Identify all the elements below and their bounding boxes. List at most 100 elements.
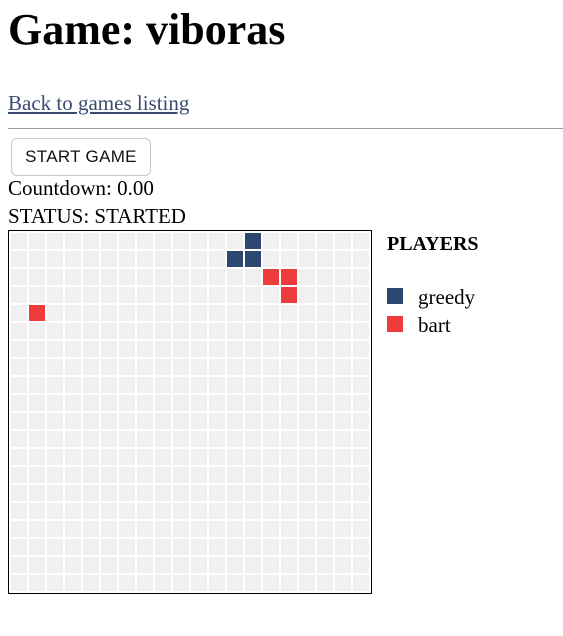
board-cell <box>191 251 207 267</box>
board-cell <box>353 251 369 267</box>
board-cell <box>281 377 297 393</box>
board-cell <box>209 539 225 555</box>
board-cell <box>65 233 81 249</box>
board-cell <box>11 269 27 285</box>
board-cell <box>353 449 369 465</box>
board-cell <box>29 251 45 267</box>
board-cell <box>155 503 171 519</box>
board-cell <box>299 233 315 249</box>
board-cell <box>209 287 225 303</box>
board-cell <box>281 341 297 357</box>
board-cell <box>47 395 63 411</box>
board-cell <box>299 251 315 267</box>
board-cell <box>173 395 189 411</box>
board-cell <box>83 431 99 447</box>
board-cell <box>209 485 225 501</box>
board-cell <box>227 539 243 555</box>
board-cell <box>245 305 261 321</box>
board-cell <box>209 431 225 447</box>
board-cell <box>173 251 189 267</box>
back-to-games-link[interactable]: Back to games listing <box>8 91 190 115</box>
board-cell <box>29 503 45 519</box>
board-cell <box>119 287 135 303</box>
board-cell <box>335 485 351 501</box>
board-cell <box>209 557 225 573</box>
board-cell <box>119 503 135 519</box>
player-name: bart <box>418 313 451 337</box>
board-cell <box>11 305 27 321</box>
board-cell <box>11 251 27 267</box>
board-cell <box>281 467 297 483</box>
board-cell <box>29 323 45 339</box>
board-cell <box>155 431 171 447</box>
board-cell <box>209 251 225 267</box>
board-cell <box>101 287 117 303</box>
board-cell <box>263 305 279 321</box>
board-cell <box>137 377 153 393</box>
board-cell <box>47 575 63 591</box>
board-cell <box>83 485 99 501</box>
board-cell <box>245 575 261 591</box>
board-cell <box>101 359 117 375</box>
board-cell <box>245 269 261 285</box>
board-cell <box>101 431 117 447</box>
board-cell <box>227 485 243 501</box>
board-cell <box>47 449 63 465</box>
board-cell <box>281 359 297 375</box>
board-cell <box>335 377 351 393</box>
board-cell <box>47 341 63 357</box>
board-cell <box>11 341 27 357</box>
board-cell <box>245 323 261 339</box>
board-cell <box>119 449 135 465</box>
board-cell <box>29 395 45 411</box>
board-cell <box>101 377 117 393</box>
board-cell <box>281 539 297 555</box>
board-cell <box>317 377 333 393</box>
board-cell <box>65 449 81 465</box>
start-game-button[interactable]: START GAME <box>11 138 151 176</box>
board-cell <box>209 395 225 411</box>
board-cell <box>335 503 351 519</box>
board-cell <box>191 377 207 393</box>
board-cell <box>335 431 351 447</box>
board-cell <box>11 431 27 447</box>
board-cell <box>137 521 153 537</box>
board-cell <box>281 575 297 591</box>
board-cell <box>137 287 153 303</box>
board-cell <box>227 575 243 591</box>
board-cell <box>137 575 153 591</box>
board-cell <box>155 341 171 357</box>
board-cell <box>299 377 315 393</box>
board-cell <box>245 377 261 393</box>
board-cell <box>299 485 315 501</box>
board-cell <box>191 323 207 339</box>
board-cell <box>47 467 63 483</box>
board-cell <box>191 359 207 375</box>
board-cell <box>209 413 225 429</box>
board-cell <box>29 521 45 537</box>
board-cell <box>11 485 27 501</box>
board-cell <box>155 323 171 339</box>
board-cell <box>299 359 315 375</box>
board-cell <box>65 575 81 591</box>
board-cell <box>191 341 207 357</box>
board-cell <box>227 269 243 285</box>
board-cell <box>245 467 261 483</box>
board-cell <box>191 305 207 321</box>
board-cell <box>299 305 315 321</box>
board-cell <box>317 305 333 321</box>
board-cell <box>155 377 171 393</box>
player-name: greedy <box>418 285 476 309</box>
board-cell <box>119 467 135 483</box>
board-cell <box>155 485 171 501</box>
board-cell <box>281 395 297 411</box>
board-cell <box>83 557 99 573</box>
board-cell <box>65 323 81 339</box>
board-cell <box>47 557 63 573</box>
board-cell <box>65 395 81 411</box>
board-cell <box>191 449 207 465</box>
board-cell <box>11 521 27 537</box>
board-cell <box>11 233 27 249</box>
board-cell <box>11 323 27 339</box>
board-cell <box>263 377 279 393</box>
